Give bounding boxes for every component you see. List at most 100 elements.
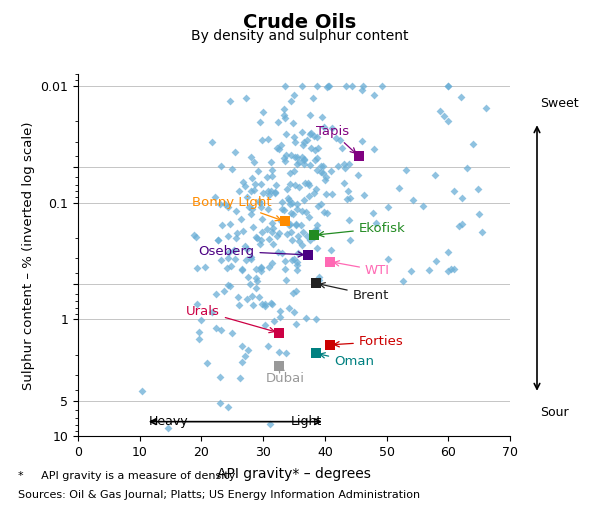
Point xyxy=(194,328,203,337)
Point xyxy=(317,168,326,177)
Point xyxy=(281,264,290,273)
Point xyxy=(280,257,290,265)
Point xyxy=(246,187,256,196)
Point xyxy=(190,231,199,239)
Point xyxy=(304,213,314,221)
Point xyxy=(322,190,331,198)
Point xyxy=(455,222,464,230)
Point xyxy=(449,187,459,195)
Point xyxy=(316,200,326,209)
Point xyxy=(316,161,325,170)
Point xyxy=(456,93,466,102)
Point xyxy=(295,237,304,245)
Point xyxy=(312,226,322,235)
Point xyxy=(290,133,299,142)
Point xyxy=(247,204,257,213)
Point xyxy=(357,86,367,95)
Point xyxy=(457,220,467,228)
Point xyxy=(257,264,266,273)
Point xyxy=(277,204,287,213)
Point xyxy=(313,221,322,229)
Point xyxy=(320,176,330,184)
Point xyxy=(283,194,293,202)
Point xyxy=(344,216,354,225)
Text: Sweet: Sweet xyxy=(540,97,578,110)
Point xyxy=(310,231,319,239)
Point xyxy=(164,424,173,433)
Point xyxy=(275,313,285,321)
Point xyxy=(262,173,272,181)
Point xyxy=(269,240,278,249)
Point xyxy=(281,349,290,358)
Point xyxy=(238,227,248,235)
Point xyxy=(251,264,261,273)
Point xyxy=(257,215,266,223)
Point xyxy=(311,185,320,194)
Point xyxy=(308,94,317,103)
Point xyxy=(240,351,250,360)
Text: Tapis: Tapis xyxy=(316,125,356,153)
Point xyxy=(193,300,202,308)
Point xyxy=(292,265,302,274)
Point xyxy=(303,179,313,187)
Point xyxy=(286,97,296,105)
Point xyxy=(326,245,336,254)
Point xyxy=(264,263,274,271)
Point xyxy=(238,266,247,275)
Point xyxy=(280,153,289,162)
Point xyxy=(302,208,311,217)
Point xyxy=(299,156,308,164)
Point xyxy=(290,153,299,161)
Point xyxy=(259,189,268,197)
Point xyxy=(343,195,352,203)
Point xyxy=(267,219,277,228)
Point xyxy=(260,300,270,308)
Point xyxy=(462,163,472,172)
Point xyxy=(302,231,312,240)
Point xyxy=(473,185,483,193)
Point xyxy=(299,137,308,146)
Point xyxy=(242,94,251,103)
Point xyxy=(264,190,274,199)
Point xyxy=(468,140,478,148)
Point xyxy=(383,203,393,212)
Point xyxy=(226,262,236,271)
Point xyxy=(251,274,260,282)
Point xyxy=(443,81,453,90)
Point xyxy=(305,236,314,245)
Point xyxy=(298,207,307,215)
Point xyxy=(234,186,244,195)
Point xyxy=(287,228,296,237)
Point xyxy=(220,287,229,296)
Point xyxy=(280,105,289,113)
Point xyxy=(246,255,256,263)
Point xyxy=(298,153,307,161)
Point xyxy=(251,233,260,242)
Point xyxy=(295,182,304,191)
Point xyxy=(254,197,264,205)
Point xyxy=(256,267,266,275)
Point xyxy=(280,111,289,120)
Point xyxy=(332,134,341,143)
Point xyxy=(319,123,329,131)
Text: WTI: WTI xyxy=(334,261,390,277)
Point xyxy=(340,164,350,172)
Point xyxy=(257,228,267,236)
Point xyxy=(249,186,259,194)
Point xyxy=(215,200,224,208)
Point xyxy=(418,202,428,211)
Point xyxy=(446,264,455,273)
Point xyxy=(272,144,281,152)
Point xyxy=(326,167,335,175)
Point xyxy=(208,138,217,147)
Point xyxy=(255,240,265,248)
Point xyxy=(319,169,328,178)
Point xyxy=(277,197,287,206)
Point xyxy=(298,240,307,249)
Point xyxy=(311,226,320,235)
Point xyxy=(312,153,322,162)
Point xyxy=(265,419,275,428)
Point xyxy=(291,220,301,229)
Point xyxy=(303,251,313,259)
Point xyxy=(249,158,259,167)
